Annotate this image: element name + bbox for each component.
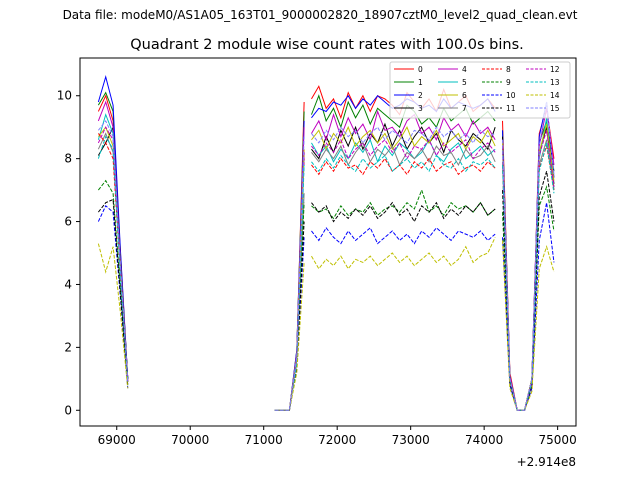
series-7-line <box>274 193 305 411</box>
legend-label: 12 <box>550 65 560 74</box>
legend-item-7: 7 <box>438 104 467 113</box>
legend-item-6: 6 <box>438 91 467 100</box>
legend-item-4: 4 <box>438 65 467 74</box>
axes-ticks: 69000 70000 71000 72000 73000 74000 75000 0 2 4 6 8… <box>57 89 577 447</box>
y-tick-label: 4 <box>64 277 72 291</box>
legend-item-11: 11 <box>482 104 516 113</box>
data-file-title: Data file: modeM0/AS1A05_163T01_90000028… <box>63 8 578 22</box>
legend-label: 0 <box>418 65 423 74</box>
series-7-line <box>311 141 496 167</box>
legend-label: 2 <box>418 91 423 100</box>
plot-frame <box>79 57 577 427</box>
legend-label: 9 <box>506 78 511 87</box>
series-12-line <box>311 138 496 160</box>
y-tick-label: 0 <box>64 403 72 417</box>
series-14-line <box>502 240 555 411</box>
legend-item-5: 5 <box>438 78 467 87</box>
series-11-line <box>311 201 496 223</box>
legend-item-2: 2 <box>394 91 423 100</box>
y-tick-label: 10 <box>57 89 72 103</box>
series-11-line <box>97 198 129 386</box>
y-tick-label: 2 <box>64 340 72 354</box>
series-13-line <box>311 154 496 173</box>
legend-item-9: 9 <box>482 78 511 87</box>
legend-item-8: 8 <box>482 65 511 74</box>
legend-label: 6 <box>462 91 467 100</box>
chart-title: Quadrant 2 module wise count rates with … <box>130 37 524 53</box>
y-tick-label: 8 <box>64 152 72 166</box>
legend-label: 14 <box>550 91 560 100</box>
series-8-line <box>311 157 496 176</box>
series-14 <box>97 237 555 411</box>
legend-item-0: 0 <box>394 65 423 74</box>
x-offset-label: +2.914e8 <box>517 455 576 469</box>
legend-item-15: 15 <box>526 104 560 113</box>
series-14-line <box>311 237 496 270</box>
x-tick-label: 69000 <box>98 433 136 447</box>
series-8-line <box>97 133 129 383</box>
x-tick-label: 75000 <box>539 433 577 447</box>
legend-label: 7 <box>462 104 467 113</box>
legend-label: 3 <box>418 104 423 113</box>
x-tick-label: 70000 <box>171 433 209 447</box>
x-tick-label: 72000 <box>318 433 356 447</box>
series-15-line <box>311 126 496 144</box>
legend-item-10: 10 <box>482 91 516 100</box>
legend-label: 8 <box>506 65 511 74</box>
y-tick-label: 6 <box>64 215 72 229</box>
x-tick-label: 74000 <box>465 433 503 447</box>
series-10-line <box>311 226 496 245</box>
legend-item-3: 3 <box>394 104 423 113</box>
series-14-line <box>97 243 129 389</box>
legend-label: 1 <box>418 78 423 87</box>
legend-label: 11 <box>506 104 516 113</box>
series-15-line <box>97 119 129 383</box>
series-5-line <box>311 138 496 164</box>
series-9-line <box>311 188 496 220</box>
series-6-line <box>311 125 496 151</box>
legend-label: 13 <box>550 78 560 87</box>
legend-label: 5 <box>462 78 467 87</box>
legend-item-14: 14 <box>526 91 560 100</box>
legend-label: 15 <box>550 104 560 113</box>
series-11-line <box>274 221 305 411</box>
legend-item-13: 13 <box>526 78 560 87</box>
legend-item-12: 12 <box>526 65 560 74</box>
legend-label: 10 <box>506 91 516 100</box>
x-tick-label: 71000 <box>245 433 283 447</box>
legend-box <box>389 61 571 119</box>
x-tick-label: 73000 <box>392 433 430 447</box>
legend-label: 4 <box>462 65 467 74</box>
legend-item-1: 1 <box>394 78 423 87</box>
series-10-line <box>97 205 129 389</box>
